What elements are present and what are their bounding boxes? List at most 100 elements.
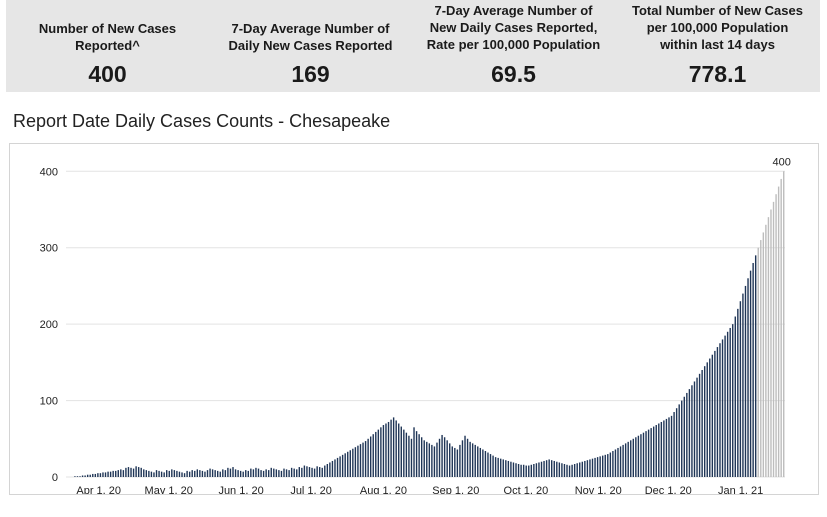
daily-case-bar	[298, 467, 300, 477]
daily-case-bar	[543, 460, 545, 477]
chart-title: Report Date Daily Cases Counts - Chesape…	[13, 111, 391, 131]
daily-case-bar	[747, 278, 749, 477]
y-tick-label: 100	[40, 396, 58, 408]
daily-case-bar	[191, 470, 193, 477]
daily-case-bar	[188, 471, 191, 477]
daily-case-bar	[181, 472, 183, 477]
daily-case-bar	[265, 469, 267, 477]
daily-case-bar	[459, 444, 461, 477]
kpi-label-line: per 100,000 Population	[646, 20, 789, 35]
daily-case-bar	[301, 467, 303, 477]
daily-case-bar	[86, 474, 89, 477]
daily-case-bar	[573, 464, 576, 477]
daily-case-bar	[734, 316, 736, 477]
daily-case-bar	[783, 171, 785, 478]
daily-case-bar	[726, 331, 729, 477]
daily-case-bar	[538, 462, 540, 477]
daily-case-bar	[270, 467, 272, 477]
daily-case-bar	[441, 434, 443, 477]
daily-case-bar	[701, 370, 703, 477]
daily-case-bar	[107, 471, 109, 477]
daily-case-bar	[262, 470, 265, 477]
daily-case-bar	[762, 232, 765, 477]
daily-case-bar	[227, 467, 229, 477]
daily-case-bar	[612, 451, 614, 477]
daily-case-bar	[466, 438, 469, 477]
daily-case-bar	[201, 470, 204, 477]
daily-case-bar	[724, 335, 726, 477]
daily-case-bar	[693, 381, 696, 477]
daily-case-bar	[579, 462, 581, 477]
daily-case-bar	[390, 419, 392, 477]
daily-case-bar	[479, 447, 482, 477]
daily-case-bar	[688, 389, 691, 477]
daily-case-bar	[385, 423, 387, 477]
daily-case-bar	[127, 467, 130, 477]
daily-case-bar	[744, 285, 747, 477]
daily-case-bar	[553, 460, 555, 477]
kpi-label-line: Reported^	[75, 38, 140, 53]
daily-case-bar	[150, 471, 153, 477]
x-tick-label: Oct 1, 20	[504, 485, 549, 494]
daily-case-bar	[324, 465, 326, 477]
daily-case-bar	[617, 447, 619, 477]
daily-case-bar	[224, 470, 227, 477]
daily-case-bar	[339, 456, 341, 477]
daily-case-bar	[525, 465, 527, 477]
daily-case-bar	[293, 468, 295, 477]
daily-case-bar	[604, 454, 606, 477]
daily-case-bar	[296, 469, 298, 477]
daily-case-bar	[732, 324, 734, 477]
daily-case-bar	[250, 468, 252, 477]
daily-case-bar	[780, 178, 782, 477]
daily-case-bar	[130, 467, 132, 477]
daily-case-bar	[683, 396, 685, 477]
daily-case-bar	[426, 441, 428, 477]
kpi-7day-rate: 7-Day Average Number of New Daily Cases …	[412, 0, 615, 92]
daily-case-bar	[395, 420, 397, 477]
daily-case-bar	[668, 417, 670, 477]
daily-case-bar	[655, 425, 657, 477]
daily-case-bar	[500, 458, 502, 477]
daily-case-bar	[331, 460, 334, 477]
daily-case-bar	[135, 466, 137, 477]
daily-case-bar	[652, 426, 655, 477]
chart-frame: 0 100 200 300 400 Apr 1, 20 May 1, 20 Jun 1, 20…	[9, 143, 819, 495]
daily-case-bar	[571, 464, 573, 477]
kpi-label: 7-Day Average Number of Daily New Cases …	[228, 20, 392, 54]
daily-case-bar	[140, 467, 142, 477]
daily-case-bar	[168, 470, 170, 477]
daily-case-bar	[614, 449, 617, 477]
y-tick-label: 300	[40, 243, 58, 255]
peak-value-label: 400	[773, 156, 791, 168]
daily-case-bar	[752, 263, 754, 477]
daily-case-bar	[237, 470, 239, 477]
daily-case-bar	[591, 458, 594, 477]
x-tick-label: Aug 1, 20	[360, 485, 407, 494]
daily-case-bar	[334, 459, 336, 477]
daily-case-bar	[749, 270, 752, 477]
daily-case-bar	[232, 467, 234, 477]
daily-case-bar	[344, 453, 346, 477]
daily-case-bar	[586, 460, 589, 477]
daily-case-bar	[196, 469, 199, 477]
daily-case-bar	[691, 385, 693, 477]
daily-case-bar	[347, 451, 349, 477]
daily-case-bar	[115, 470, 117, 477]
daily-case-bar	[630, 440, 632, 477]
daily-cases-chart: 0 100 200 300 400 Apr 1, 20 May 1, 20 Jun 1, 20…	[40, 156, 791, 494]
x-tick-label: Jul 1, 20	[290, 485, 332, 494]
kpi-label-line: New Daily Cases Reported,	[429, 20, 598, 35]
daily-case-bar	[97, 473, 99, 477]
daily-case-bar	[433, 446, 436, 477]
daily-case-bar	[548, 459, 550, 477]
daily-case-bar	[706, 362, 708, 477]
daily-case-bar	[711, 354, 714, 477]
daily-case-bar	[558, 462, 561, 477]
daily-case-bar	[464, 435, 466, 477]
daily-case-bar	[515, 463, 517, 477]
daily-case-bar	[767, 217, 770, 477]
daily-case-bar	[703, 366, 706, 477]
daily-case-bar	[357, 445, 359, 477]
kpi-strip: Number of New Cases Reported^ 400 7-Day …	[6, 0, 820, 92]
